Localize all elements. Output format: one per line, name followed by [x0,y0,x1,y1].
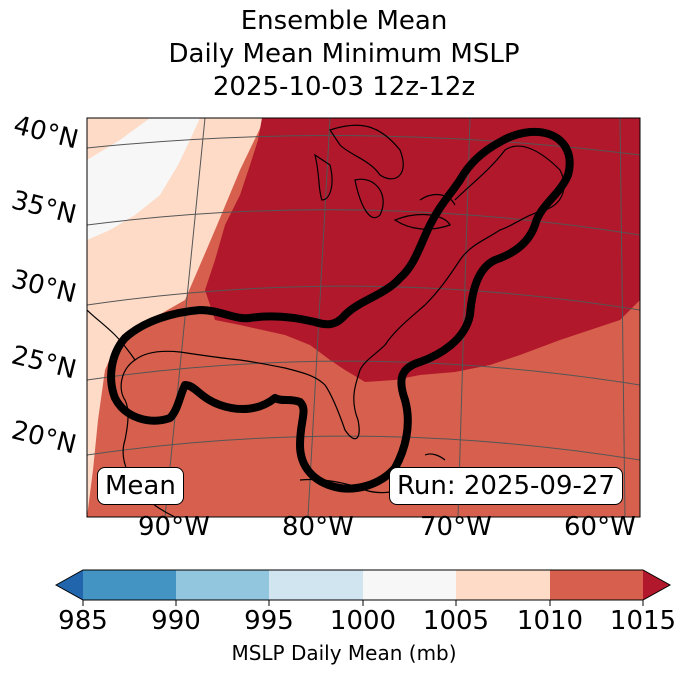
title-line-3: 2025-10-03 12z-12z [212,72,476,102]
field-1000-1005 [87,118,200,240]
colorbar-bin-1010-1015 [550,570,643,600]
colorbar-label: MSLP Daily Mean (mb) [231,641,457,665]
colorbar [54,569,672,606]
lon-label-70w: 70°W [420,512,492,542]
mean-label-box: Mean [97,467,184,505]
title-line-1: Ensemble Mean [240,6,448,36]
colorbar-extend-high [643,570,670,600]
colorbar-tick-1010: 1010 [516,606,584,636]
colorbar-bin-1000-1005 [363,570,456,600]
run-date-box: Run: 2025-09-27 [389,467,623,505]
field-1005-1010 [87,118,265,517]
colorbar-bin-995-1000 [269,570,363,600]
colorbar-extend-low [56,570,83,600]
colorbar-bin-990-995 [176,570,269,600]
title-line-2: Daily Mean Minimum MSLP [168,39,520,69]
colorbar-bin-985-990 [83,570,176,600]
lon-label-80w: 80°W [282,512,354,542]
lon-label-60w: 60°W [564,512,636,542]
lon-label-90w: 90°W [138,512,210,542]
mean-contour [107,127,574,493]
colorbar-tick-1015: 1015 [609,606,677,636]
colorbar-tick-1000: 1000 [329,606,397,636]
colorbar-tick-1005: 1005 [422,606,490,636]
colorbar-tick-995: 995 [244,606,294,636]
colorbar-tick-990: 990 [151,606,201,636]
map-frame [86,117,641,518]
colorbar-tick-985: 985 [58,606,108,636]
colorbar-bin-1005-1010 [456,570,550,600]
